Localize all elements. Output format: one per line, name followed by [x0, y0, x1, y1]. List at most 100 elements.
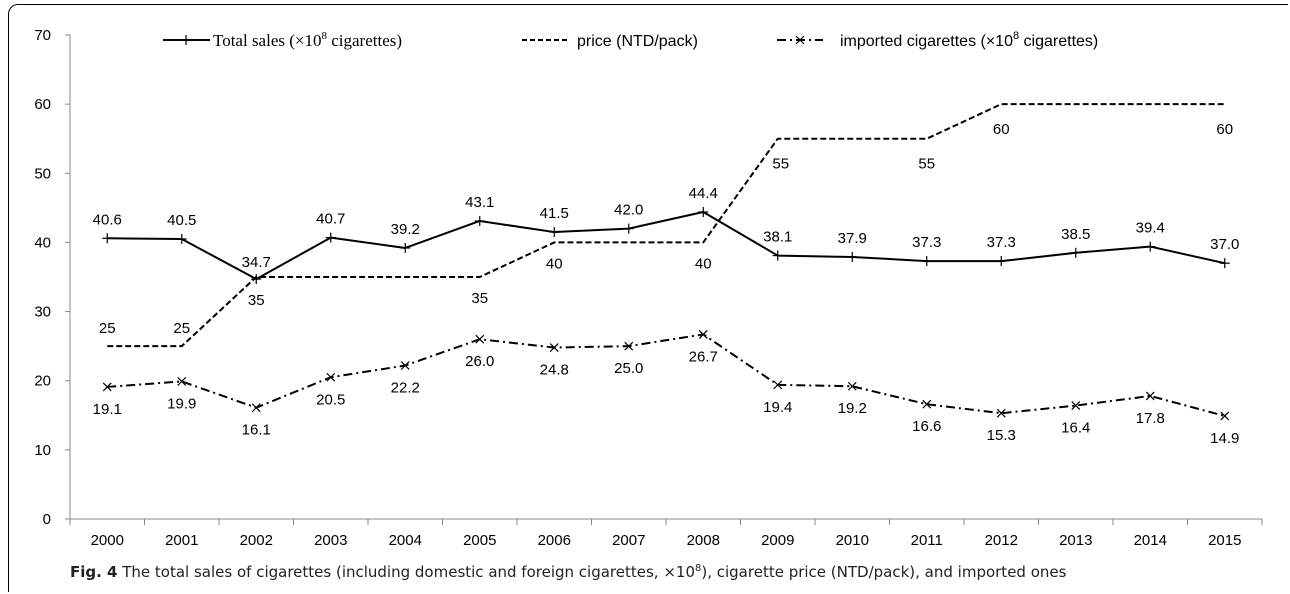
- point-x-marker-b: [698, 329, 708, 339]
- data-label: 60: [993, 121, 1010, 138]
- data-label: 15.3: [987, 427, 1016, 444]
- point-x-marker-b: [996, 408, 1006, 418]
- x-tick-label: 2002: [240, 532, 273, 549]
- data-label: 37.3: [987, 234, 1016, 251]
- data-label: 40: [695, 255, 712, 272]
- data-label: 16.1: [242, 422, 271, 439]
- y-tick-label: 30: [34, 304, 51, 321]
- point-x-marker-b: [922, 399, 932, 409]
- data-label: 26.0: [465, 353, 494, 370]
- data-label: 19.2: [838, 400, 867, 417]
- data-label: 38.5: [1061, 226, 1090, 243]
- point-x-marker-b: [1071, 401, 1081, 411]
- data-label: 40.6: [93, 211, 122, 228]
- x-tick-label: 2012: [985, 532, 1018, 549]
- point-x-marker-b: [549, 343, 559, 352]
- point-x-marker-b: [1220, 411, 1230, 421]
- data-label: 19.4: [763, 399, 792, 416]
- data-label: 37.9: [838, 230, 867, 247]
- data-label: 35: [471, 290, 488, 307]
- data-label: 25: [99, 320, 116, 337]
- point-x-marker-b: [102, 382, 112, 392]
- legend: Total sales (×108 cigarettes) price (NTD…: [163, 30, 1098, 50]
- chart-frame: [8, 4, 1288, 592]
- data-label: 37.0: [1210, 236, 1239, 253]
- data-label: 25: [173, 320, 190, 337]
- x-tick-label: 2011: [911, 532, 943, 549]
- x-tick-label: 2014: [1134, 532, 1167, 549]
- y-tick-label: 60: [34, 96, 51, 113]
- legend-imported-label: imported cigarettes (×108 cigarettes): [840, 30, 1098, 50]
- data-label: 37.3: [912, 234, 941, 251]
- data-label: 14.9: [1210, 430, 1239, 447]
- y-tick-label: 50: [34, 165, 51, 182]
- point-x-marker-b: [326, 372, 336, 382]
- data-label: 44.4: [689, 185, 718, 202]
- data-label: 41.5: [540, 205, 569, 222]
- y-tick-label: 70: [34, 27, 51, 44]
- y-tick-label: 20: [34, 373, 51, 390]
- x-tick-label: 2003: [314, 532, 347, 549]
- caption-text-end: ), cigarette price (NTD/pack), and impor…: [701, 563, 1067, 581]
- x-tick-label: 2000: [91, 532, 124, 549]
- x-tick-label: 2004: [389, 532, 422, 549]
- legend-total-label: Total sales (×108 cigarettes): [213, 30, 402, 50]
- point-x-marker-b: [624, 341, 634, 351]
- data-label: 19.9: [167, 395, 196, 412]
- x-tick-label: 2007: [612, 532, 645, 549]
- data-label: 35: [248, 292, 265, 309]
- legend-imported-x-marker: [795, 35, 805, 45]
- x-tick-label: 2015: [1208, 532, 1241, 549]
- data-label: 16.4: [1061, 420, 1090, 437]
- x-tick-label: 2006: [538, 532, 571, 549]
- data-label: 39.4: [1136, 220, 1165, 237]
- x-axis: 2000 2001 2002 2003 2004 2005 2006 2007 2008 2009…: [69, 518, 1263, 549]
- data-label: 43.1: [465, 194, 494, 211]
- data-label: 39.2: [391, 221, 420, 238]
- series-line-dashdot-x: [107, 333, 1226, 417]
- data-label: 42.0: [614, 202, 643, 219]
- data-label: 26.7: [689, 348, 718, 365]
- data-labels: 25 25 35 35 40 40 55 55 60 60 40.6 40.5 34.7 40.7 39.2…: [93, 121, 1240, 447]
- point-x-marker-b: [847, 381, 857, 391]
- data-label: 55: [772, 156, 789, 173]
- y-tick-label: 40: [34, 234, 51, 251]
- series-line-solid-plus: [107, 211, 1225, 281]
- point-x-marker-b: [400, 361, 410, 370]
- caption-superscript: 8: [694, 563, 702, 574]
- y-tick-label: 0: [43, 511, 51, 528]
- x-tick-label: 2009: [761, 532, 794, 549]
- data-label: 25.0: [614, 360, 643, 377]
- x-tick-label: 2005: [463, 532, 496, 549]
- data-label: 24.8: [540, 362, 569, 379]
- data-label: 22.2: [391, 380, 420, 397]
- x-tick-label: 2013: [1059, 532, 1092, 549]
- x-tick-label: 2008: [687, 532, 720, 549]
- point-x-marker-b: [475, 334, 485, 344]
- point-x-marker-b: [251, 403, 261, 413]
- x-tick-label: 2010: [836, 532, 869, 549]
- data-label: 34.7: [242, 254, 271, 271]
- y-tick-label: 10: [34, 442, 51, 459]
- data-label: 20.5: [316, 391, 345, 408]
- data-label: 40: [546, 255, 563, 272]
- data-label: 40.7: [316, 211, 345, 228]
- legend-price-label: price (NTD/pack): [577, 33, 698, 50]
- figure-label: Fig. 4: [70, 563, 118, 581]
- data-label: 55: [918, 156, 935, 173]
- caption-text: The total sales of cigarettes (including…: [117, 563, 695, 581]
- point-x-marker-b: [1145, 391, 1155, 401]
- point-x-marker-b: [773, 380, 783, 390]
- series-line-dashed: [107, 103, 1225, 348]
- x-tick-label: 2001: [165, 532, 198, 549]
- point-x-marker-b: [177, 376, 187, 386]
- data-label: 19.1: [93, 401, 122, 418]
- data-label: 38.1: [763, 229, 792, 246]
- series-layer: [102, 103, 1230, 421]
- y-axis: 0 10 20 30 40 50 60 70: [34, 27, 71, 528]
- data-label: 40.5: [167, 212, 196, 229]
- figure-caption: Fig. 4 The total sales of cigarettes (in…: [70, 563, 1066, 581]
- data-label: 60: [1216, 121, 1233, 138]
- data-label: 16.6: [912, 418, 941, 435]
